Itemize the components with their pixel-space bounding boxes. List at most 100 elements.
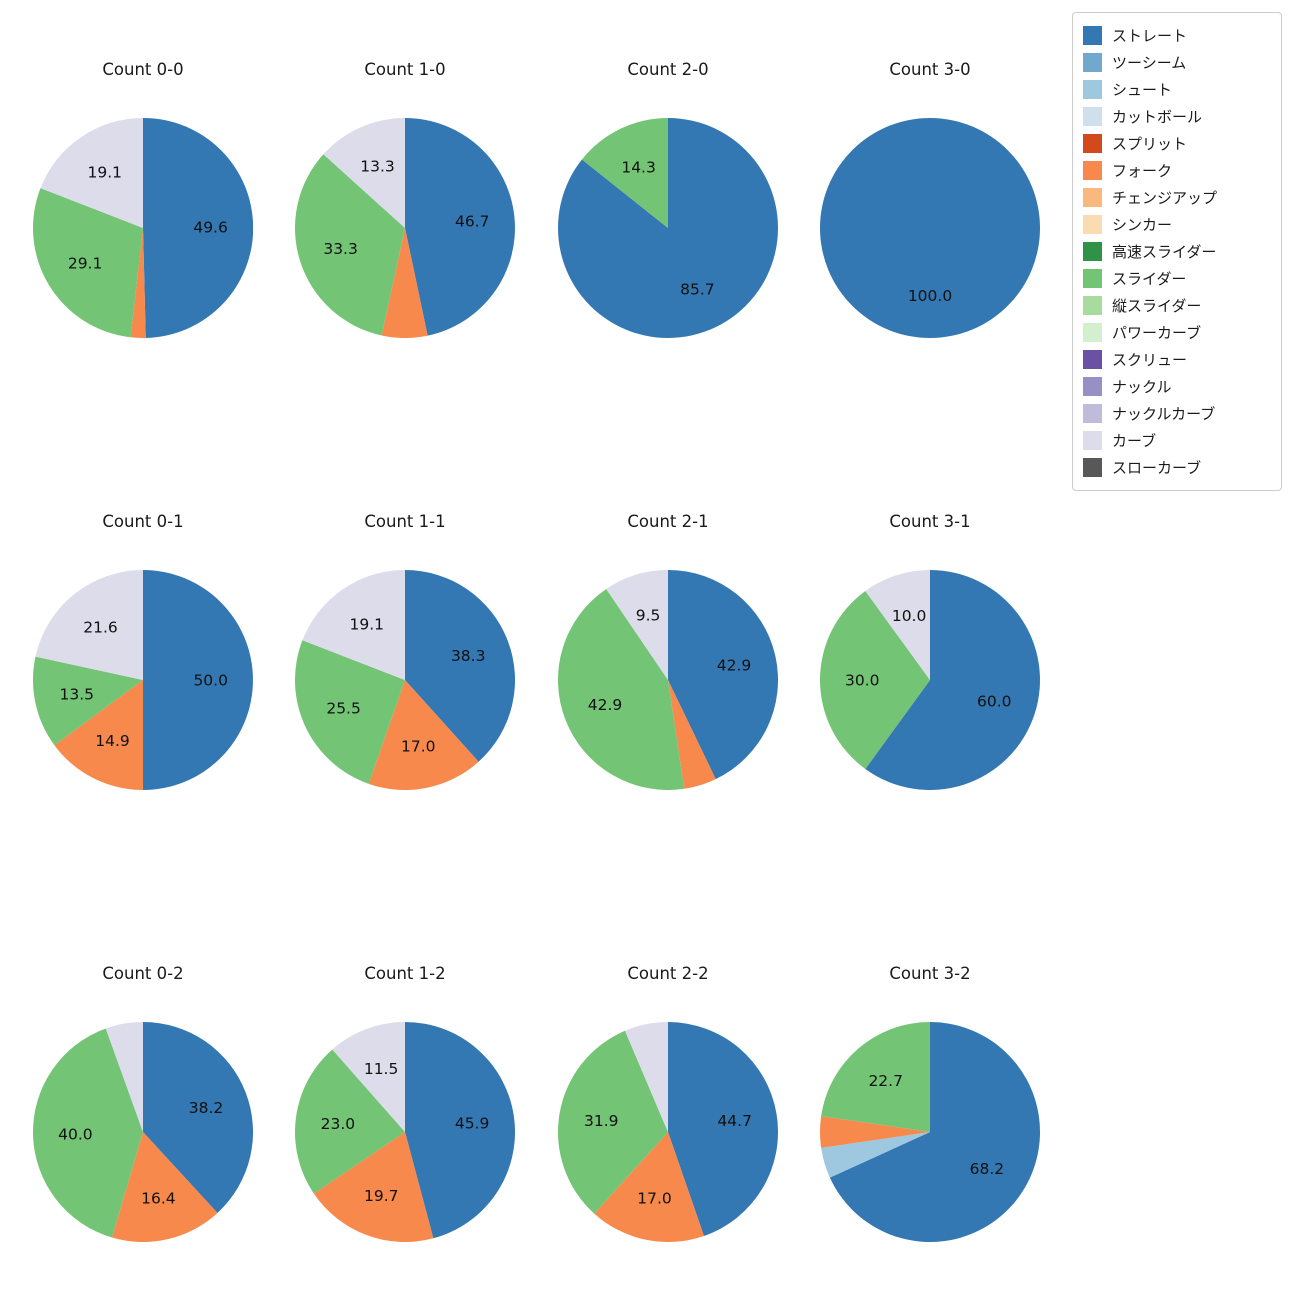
pie-slice — [558, 118, 778, 338]
pie-slice — [558, 1030, 668, 1214]
legend-item: スライダー — [1083, 265, 1271, 292]
pie-slice — [143, 1022, 253, 1213]
pie-slice — [112, 1132, 218, 1242]
pie-chart-cell: Count 2-0 85.7 14.3 — [553, 58, 783, 338]
legend-label: スクリュー — [1112, 351, 1188, 369]
pie-chart-cell: Count 1-2 45.9 19.7 23.0 11.5 — [290, 962, 520, 1242]
pie-chart: 60.0 30.0 10.0 — [820, 570, 1040, 790]
slice-label: 46.7 — [455, 212, 490, 230]
pie-slice — [820, 118, 1040, 338]
slice-label: 13.5 — [60, 686, 95, 704]
pie-chart: 100.0 — [820, 118, 1040, 338]
legend-item: ナックルカーブ — [1083, 400, 1271, 427]
legend-color-swatch — [1083, 242, 1102, 261]
legend-item: カットボール — [1083, 103, 1271, 130]
legend-label: カーブ — [1112, 432, 1157, 450]
pie-slice — [368, 680, 479, 790]
slice-label: 9.5 — [636, 607, 661, 625]
pie-slice — [581, 118, 668, 228]
pie-slice — [295, 1049, 405, 1194]
pie-slice — [558, 588, 685, 790]
pie-slice — [295, 640, 405, 784]
pie-slice — [820, 591, 930, 769]
pie-slice — [143, 570, 253, 790]
slice-label: 60.0 — [977, 692, 1012, 710]
pie-chart-cell: Count 3-2 68.2 22.7 — [815, 962, 1045, 1242]
pie-chart: 38.3 17.0 25.5 19.1 — [295, 570, 515, 790]
legend-label: カットボール — [1112, 108, 1203, 126]
legend-label: スプリット — [1112, 135, 1188, 153]
chart-title: Count 0-2 — [102, 964, 184, 983]
pie-slice — [54, 680, 143, 790]
chart-title: Count 3-2 — [889, 964, 971, 983]
legend-color-swatch — [1083, 323, 1102, 342]
slice-label: 21.6 — [83, 619, 118, 637]
legend-label: シュート — [1112, 81, 1173, 99]
legend-color-swatch — [1083, 377, 1102, 396]
pie-chart: 44.7 17.0 31.9 — [558, 1022, 778, 1242]
legend-item: スクリュー — [1083, 346, 1271, 373]
legend-item: 縦スライダー — [1083, 292, 1271, 319]
chart-title: Count 3-1 — [889, 512, 971, 531]
slice-label: 38.3 — [451, 647, 486, 665]
pie-slice — [594, 1132, 704, 1242]
pie-chart-cell: Count 3-1 60.0 30.0 10.0 — [815, 510, 1045, 790]
legend-label: フォーク — [1112, 162, 1173, 180]
legend-item: カーブ — [1083, 427, 1271, 454]
legend-color-swatch — [1083, 107, 1102, 126]
chart-title: Count 0-0 — [102, 60, 184, 79]
legend-color-swatch — [1083, 458, 1102, 477]
slice-label: 16.4 — [141, 1189, 176, 1207]
slice-label: 22.7 — [868, 1072, 903, 1090]
pie-slice — [33, 188, 143, 338]
slice-label: 85.7 — [680, 280, 715, 298]
pie-slice — [35, 570, 143, 680]
slice-label: 50.0 — [193, 671, 228, 689]
legend-color-swatch — [1083, 431, 1102, 450]
pie-slice — [381, 228, 428, 338]
pie-chart: 50.0 14.9 13.5 21.6 — [33, 570, 253, 790]
legend-color-swatch — [1083, 188, 1102, 207]
pie-slice — [829, 1022, 1040, 1242]
pie-slice — [865, 570, 1040, 790]
slice-label: 23.0 — [321, 1115, 356, 1133]
legend: ストレート ツーシーム シュート カットボール スプリット フォーク チェンジアップ シンカー… — [1072, 12, 1282, 491]
pie-slice — [302, 570, 405, 680]
pie-slice — [405, 570, 515, 762]
legend-color-swatch — [1083, 53, 1102, 72]
pie-chart: 45.9 19.7 23.0 11.5 — [295, 1022, 515, 1242]
pie-slice — [105, 1022, 143, 1132]
slice-label: 19.1 — [350, 616, 385, 634]
pie-chart-cell: Count 2-1 42.9 42.9 9.5 — [553, 510, 783, 790]
slice-label: 44.7 — [717, 1112, 752, 1130]
pie-slice — [332, 1022, 405, 1132]
slice-label: 17.0 — [637, 1190, 672, 1208]
slice-label: 19.1 — [88, 164, 123, 182]
pie-slice — [33, 1028, 143, 1238]
pie-slice — [820, 1116, 930, 1148]
pie-slice — [624, 1022, 668, 1132]
pie-slice — [606, 570, 668, 680]
slice-label: 14.3 — [621, 159, 656, 177]
legend-item: スプリット — [1083, 130, 1271, 157]
legend-item: シュート — [1083, 76, 1271, 103]
pie-slice — [821, 1022, 930, 1132]
legend-item: ストレート — [1083, 22, 1271, 49]
slice-label: 30.0 — [845, 671, 880, 689]
pie-slice — [40, 118, 143, 228]
legend-item: パワーカーブ — [1083, 319, 1271, 346]
legend-label: スローカーブ — [1112, 459, 1202, 477]
legend-item: シンカー — [1083, 211, 1271, 238]
chart-title: Count 2-1 — [627, 512, 709, 531]
legend-color-swatch — [1083, 134, 1102, 153]
slice-label: 13.3 — [360, 158, 395, 176]
pie-slice — [313, 1132, 434, 1242]
legend-item: スローカーブ — [1083, 454, 1271, 481]
legend-label: ナックル — [1112, 378, 1172, 396]
pie-chart-cell: Count 1-0 46.7 33.3 13.3 — [290, 58, 520, 338]
legend-item: ナックル — [1083, 373, 1271, 400]
slice-label: 19.7 — [364, 1187, 399, 1205]
chart-title: Count 2-0 — [627, 60, 709, 79]
slice-label: 42.9 — [588, 696, 623, 714]
pie-slice — [865, 570, 930, 680]
